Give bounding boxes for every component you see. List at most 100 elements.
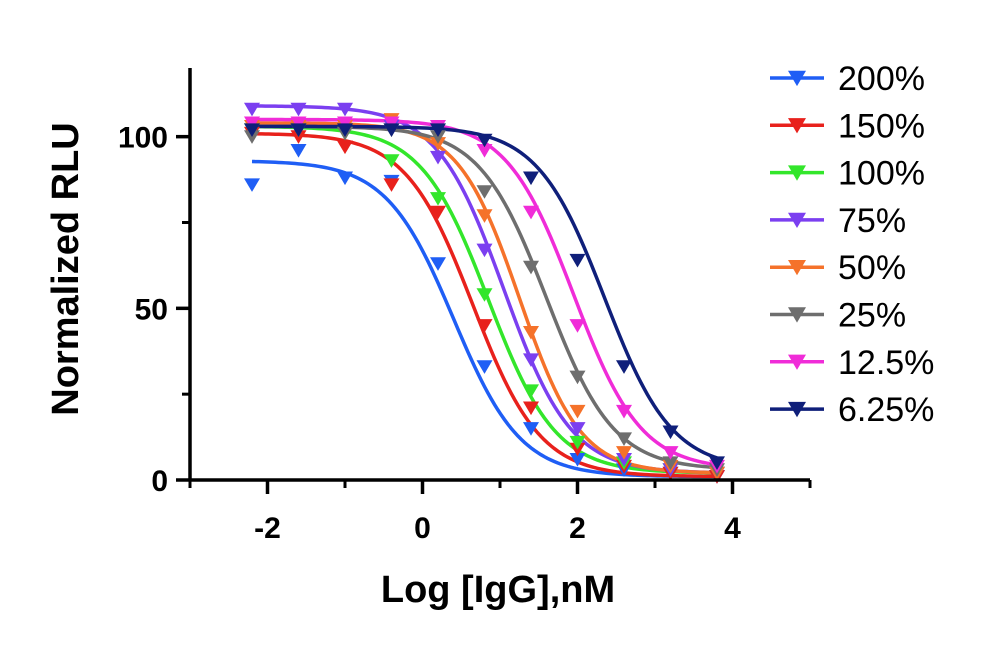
data-point (616, 453, 632, 467)
data-point (430, 192, 446, 206)
data-point (430, 130, 446, 144)
fit-curve (251, 121, 718, 475)
data-point (476, 319, 493, 333)
y-axis-title: Normalized RLU (45, 122, 87, 415)
x-tick-label: 0 (414, 512, 431, 545)
legend-item: 100% (770, 155, 925, 193)
data-point (430, 257, 446, 271)
legend-label: 6.25% (838, 391, 934, 429)
legend-label: 200% (838, 60, 925, 98)
data-point (337, 102, 353, 117)
y-tick-label: 50 (135, 293, 168, 326)
data-point (290, 144, 307, 158)
legend-label: 50% (838, 249, 906, 287)
legend-item: 25% (770, 297, 906, 335)
x-tick-label: -2 (254, 512, 281, 545)
data-point (476, 209, 493, 223)
data-point (569, 404, 586, 419)
legend-marker (788, 70, 806, 87)
data-point (616, 404, 632, 419)
data-point (569, 370, 586, 385)
data-point (337, 171, 353, 186)
data-point (569, 453, 586, 467)
data-point (476, 144, 493, 158)
legend-item: 200% (770, 60, 925, 98)
data-point (383, 116, 400, 131)
data-point (523, 205, 539, 220)
legend-item: 6.25% (770, 391, 934, 429)
data-point (337, 123, 353, 137)
data-point (616, 360, 632, 374)
legend-label: 100% (838, 155, 925, 193)
data-point (430, 137, 446, 151)
data-point (290, 130, 307, 144)
data-point (244, 102, 260, 117)
data-point (244, 178, 260, 192)
legend-item: 75% (770, 202, 906, 240)
plot-area (244, 102, 725, 484)
legend-item: 50% (770, 249, 906, 287)
data-point (476, 243, 493, 258)
legend-label: 25% (838, 297, 906, 335)
legend-item: 12.5% (770, 344, 934, 382)
data-point (476, 133, 493, 148)
data-point (290, 116, 307, 131)
legend-label: 12.5% (838, 344, 934, 382)
data-point (662, 446, 679, 460)
legend: 200% 150% 100% 75% 50% 25% 12.5% 6.25% (770, 60, 934, 429)
legend-label: 75% (838, 202, 906, 240)
legend-marker (788, 260, 806, 276)
data-point (244, 116, 260, 131)
data-point (569, 442, 586, 457)
data-point (337, 116, 353, 131)
legend-label: 150% (838, 107, 925, 145)
legend-marker (788, 165, 806, 181)
data-point (662, 425, 679, 440)
data-point (523, 353, 539, 368)
data-point (709, 456, 725, 471)
legend-marker (788, 118, 806, 134)
data-point (523, 171, 539, 186)
y-axis-ticks: 0 50 100 (118, 122, 190, 498)
legend-marker (788, 212, 806, 228)
data-point (476, 288, 493, 302)
data-point (244, 130, 260, 144)
data-point (430, 123, 446, 137)
x-axis-title: Log [IgG],nM (381, 569, 615, 611)
data-point (523, 260, 539, 275)
y-tick-label: 0 (151, 465, 168, 498)
data-point (430, 205, 446, 220)
data-point (569, 435, 586, 450)
fit-curve (251, 131, 718, 479)
data-point (569, 253, 586, 268)
data-point (569, 319, 586, 333)
legend-marker (788, 401, 806, 418)
x-axis-ticks: -2 0 2 4 (188, 480, 812, 545)
data-point (569, 422, 586, 436)
data-point (383, 123, 400, 137)
data-points (244, 102, 725, 484)
data-point (662, 456, 679, 471)
data-point (523, 384, 539, 398)
legend-marker (788, 307, 806, 323)
data-point (430, 150, 446, 165)
legend-item: 150% (770, 107, 925, 145)
legend-marker (788, 354, 806, 370)
data-point (616, 432, 632, 446)
x-tick-label: 2 (569, 512, 586, 545)
data-point (337, 140, 353, 155)
data-point (290, 123, 307, 137)
x-tick-label: 4 (724, 512, 741, 545)
data-point (476, 360, 493, 374)
data-point (383, 178, 400, 192)
data-point (523, 401, 539, 416)
data-point (290, 102, 307, 117)
data-point (523, 325, 539, 340)
data-point (616, 446, 632, 460)
data-point (523, 422, 539, 436)
data-point (476, 185, 493, 199)
data-point (244, 123, 260, 137)
data-point (383, 154, 400, 168)
y-tick-label: 100 (118, 122, 168, 155)
